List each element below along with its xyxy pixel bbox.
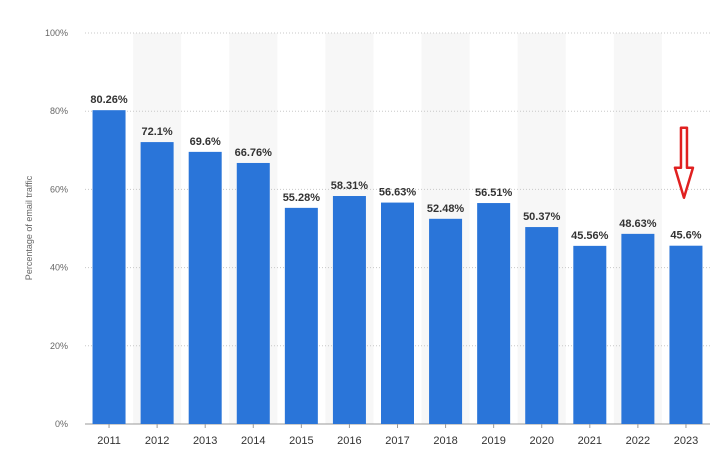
x-tick-label-2021: 2021	[578, 435, 602, 447]
data-label-2016: 58.31%	[331, 180, 369, 192]
y-tick-label: 0%	[55, 419, 68, 429]
bar-2012	[140, 142, 174, 425]
bars	[92, 110, 703, 425]
bar-2019	[477, 203, 511, 424]
data-label-2017: 56.63%	[379, 187, 417, 199]
bar-2018	[429, 218, 463, 424]
bar-2013	[188, 151, 222, 424]
x-tick-label-2013: 2013	[193, 435, 217, 447]
y-axis-label: Percentage of email traffic	[24, 175, 34, 280]
x-tick-label-2011: 2011	[97, 435, 121, 447]
y-tick-label: 80%	[50, 106, 68, 116]
data-label-2011: 80.26%	[90, 94, 128, 106]
y-axis-ticks: 0% 20% 40% 60% 80% 100%	[45, 28, 68, 429]
x-tick-label-2018: 2018	[433, 435, 457, 447]
data-label-2013: 69.6%	[190, 136, 221, 148]
bar-2016	[332, 196, 366, 424]
down-arrow-icon	[673, 126, 695, 199]
x-tick-label-2023: 2023	[674, 435, 698, 447]
bar-2020	[525, 227, 559, 424]
bar-2011	[92, 110, 126, 424]
bar-2015	[284, 207, 318, 424]
x-tick-label-2016: 2016	[337, 435, 361, 447]
data-label-2012: 72.1%	[142, 126, 173, 138]
y-tick-label: 40%	[50, 263, 68, 273]
x-tick-label-2022: 2022	[626, 435, 650, 447]
x-axis-ticks: 2011 2012 2013 2014 2015 2016 2017 2018 2019 2020…	[97, 424, 698, 447]
red-arrow-annotation	[673, 126, 695, 199]
data-label-2022: 48.63%	[619, 218, 657, 230]
y-tick-label: 60%	[50, 184, 68, 194]
x-tick-label-2015: 2015	[289, 435, 313, 447]
data-label-2023: 45.6%	[670, 230, 701, 242]
bar-2021	[573, 245, 607, 424]
bar-2017	[381, 202, 414, 424]
data-label-2019: 56.51%	[475, 187, 513, 199]
bar-2014	[236, 162, 270, 425]
data-label-2015: 55.28%	[283, 192, 321, 204]
x-tick-label-2019: 2019	[481, 435, 505, 447]
y-tick-label: 20%	[50, 341, 68, 351]
bar-2023	[669, 245, 703, 424]
x-tick-label-2017: 2017	[385, 435, 409, 447]
data-label-2014: 66.76%	[235, 147, 273, 159]
data-labels: 80.26% 72.1% 69.6% 66.76% 55.28% 58.31% 56.63%…	[90, 94, 701, 242]
y-tick-label: 100%	[45, 28, 68, 38]
data-label-2020: 50.37%	[523, 211, 561, 223]
x-tick-label-2020: 2020	[529, 435, 553, 447]
bar-2022	[621, 233, 655, 424]
data-label-2018: 52.48%	[427, 203, 465, 215]
data-label-2021: 45.56%	[571, 230, 609, 242]
x-tick-label-2012: 2012	[145, 435, 169, 447]
x-tick-label-2014: 2014	[241, 435, 265, 447]
